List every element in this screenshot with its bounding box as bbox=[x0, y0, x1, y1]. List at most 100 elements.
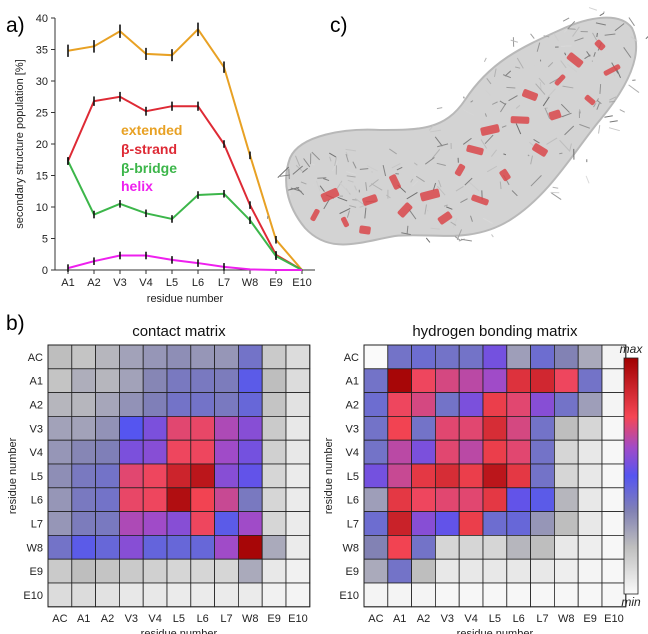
protein-strand bbox=[588, 7, 598, 11]
x-tick-label: E10 bbox=[292, 277, 312, 289]
series-line-2 bbox=[67, 160, 303, 271]
protein-strand bbox=[593, 52, 596, 57]
protein-strand bbox=[547, 62, 554, 68]
protein-strand bbox=[292, 165, 303, 175]
matrix-cell bbox=[71, 558, 97, 584]
row-label: E9 bbox=[30, 566, 43, 578]
matrix-cell bbox=[261, 582, 287, 608]
protein-strand bbox=[346, 210, 351, 218]
matrix-cell bbox=[166, 439, 192, 465]
matrix-cell bbox=[506, 368, 531, 393]
matrix-cell bbox=[190, 582, 216, 608]
protein-strand bbox=[436, 162, 446, 166]
matrix-cell bbox=[506, 344, 531, 370]
matrix-cell bbox=[411, 344, 436, 370]
matrix-cell bbox=[119, 415, 144, 441]
matrix-cell bbox=[95, 439, 120, 465]
protein-strand bbox=[359, 159, 366, 168]
beta-sheet bbox=[471, 194, 489, 206]
beta-sheet bbox=[454, 163, 466, 177]
protein-strand bbox=[295, 155, 301, 167]
protein-strand bbox=[279, 174, 291, 177]
protein-strand bbox=[596, 99, 602, 105]
protein-strand bbox=[574, 37, 584, 42]
protein-strand bbox=[585, 175, 590, 184]
col-label: V3 bbox=[125, 613, 138, 625]
matrix-cell bbox=[601, 463, 627, 489]
matrix-cell bbox=[577, 487, 603, 512]
matrix-cell bbox=[530, 535, 555, 560]
matrix-cell bbox=[166, 558, 192, 584]
matrix-cell bbox=[577, 344, 603, 370]
matrix-cell bbox=[285, 344, 311, 370]
matrix-cell bbox=[119, 582, 144, 608]
protein-strand bbox=[501, 125, 507, 128]
protein-strand bbox=[604, 115, 613, 118]
matrix-cell bbox=[530, 392, 555, 417]
matrix-cell bbox=[142, 344, 168, 370]
col-label: A2 bbox=[417, 613, 430, 625]
protein-strand bbox=[401, 232, 411, 236]
matrix-cell bbox=[411, 487, 436, 512]
col-label: L5 bbox=[489, 613, 501, 625]
matrix-cell bbox=[47, 535, 73, 560]
matrix-cell bbox=[261, 487, 287, 512]
protein-strand bbox=[596, 102, 600, 110]
matrix-cell bbox=[142, 535, 168, 560]
matrix-cell bbox=[577, 535, 603, 560]
matrix-cell bbox=[577, 511, 603, 536]
colorbar-max-label: max bbox=[620, 342, 644, 356]
matrix-cell bbox=[554, 511, 579, 536]
protein-strand bbox=[319, 185, 325, 192]
beta-sheet bbox=[499, 168, 511, 182]
protein-strand bbox=[336, 180, 343, 190]
col-label: L6 bbox=[197, 613, 209, 625]
protein-strand bbox=[508, 95, 518, 102]
matrix-cell bbox=[554, 439, 579, 465]
protein-strand bbox=[368, 179, 379, 188]
protein-strand bbox=[493, 68, 497, 78]
matrix-cell bbox=[458, 344, 484, 370]
protein-strand bbox=[370, 183, 383, 191]
matrix-cell bbox=[261, 439, 287, 465]
matrix-cell bbox=[482, 463, 508, 489]
matrix-cell bbox=[214, 511, 239, 536]
matrix-cell bbox=[530, 487, 555, 512]
protein-strand bbox=[288, 187, 300, 191]
matrix-cell bbox=[530, 511, 555, 536]
beta-sheet bbox=[480, 124, 500, 136]
matrix-cell bbox=[142, 487, 168, 512]
protein-strand bbox=[561, 112, 572, 118]
protein-strand bbox=[609, 120, 618, 123]
matrix-cell bbox=[530, 415, 555, 441]
matrix-cell bbox=[285, 558, 311, 584]
protein-strand bbox=[391, 163, 401, 169]
protein-strand bbox=[552, 186, 559, 189]
protein-strand bbox=[410, 178, 414, 183]
matrix-cell bbox=[482, 439, 508, 465]
row-label: L5 bbox=[31, 471, 43, 483]
protein-strand bbox=[311, 151, 321, 161]
matrix-cell bbox=[554, 487, 579, 512]
matrix-cell bbox=[601, 392, 627, 417]
matrix-cell bbox=[95, 463, 120, 489]
matrix-cell bbox=[190, 344, 216, 370]
beta-sheet bbox=[341, 216, 349, 228]
panel-label-b: b) bbox=[6, 312, 25, 335]
matrix-cell bbox=[166, 511, 192, 536]
legend-entry-0: extended bbox=[121, 122, 182, 138]
row-label: E10 bbox=[339, 590, 359, 602]
protein-strand bbox=[446, 206, 453, 210]
protein-strand bbox=[559, 152, 563, 155]
y-tick-label: 0 bbox=[42, 265, 48, 277]
matrix-cell bbox=[119, 344, 144, 370]
series-line-3 bbox=[67, 254, 302, 271]
matrix-cell bbox=[530, 439, 555, 465]
matrix-cell bbox=[237, 344, 263, 370]
protein-strand bbox=[592, 32, 598, 41]
protein-strand bbox=[382, 165, 387, 177]
row-label: W8 bbox=[343, 542, 360, 554]
beta-sheet bbox=[397, 202, 413, 218]
matrix-cell bbox=[261, 344, 287, 370]
